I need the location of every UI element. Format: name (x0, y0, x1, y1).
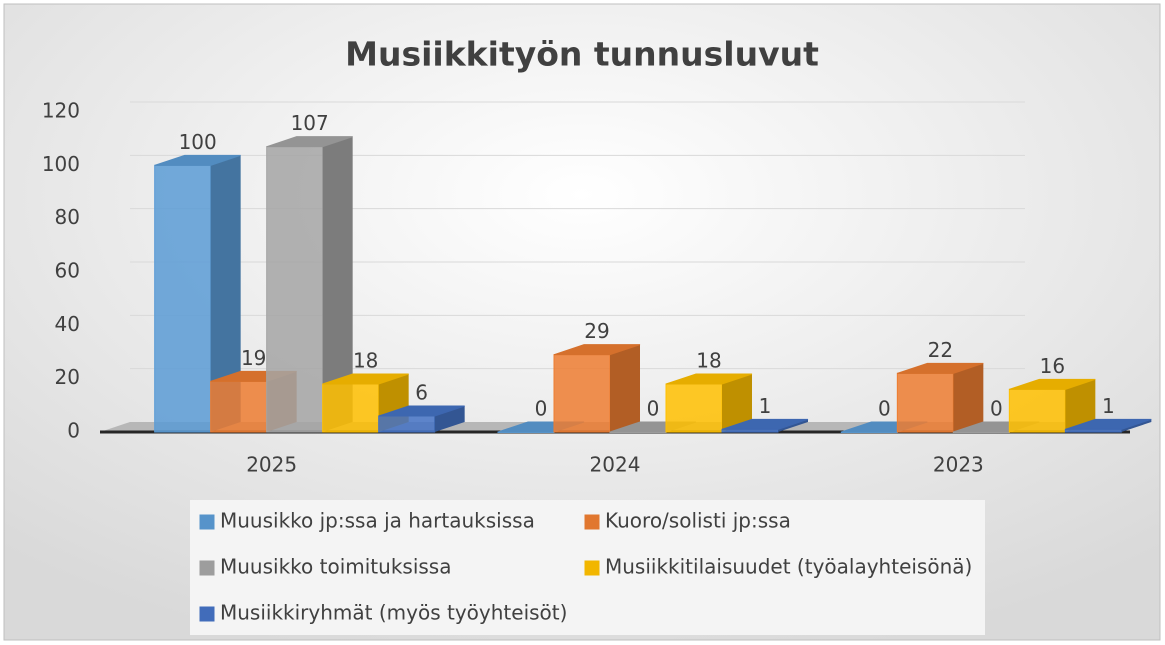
bar-side (778, 419, 808, 432)
legend-label: Muusikko jp:ssa ja hartauksissa (220, 509, 535, 533)
data-label: 0 (535, 397, 548, 421)
bar (1064, 418, 1152, 433)
legend-swatch (199, 514, 215, 530)
bar-top (897, 362, 984, 374)
bar-top (665, 373, 753, 385)
legend-label: Muusikko toimituksissa (220, 555, 451, 579)
bar-front (266, 146, 324, 433)
bar-side (1121, 419, 1152, 432)
bar-side (722, 374, 752, 432)
bar-side (953, 363, 984, 432)
bar-side (210, 155, 241, 433)
data-label: 1 (1102, 394, 1115, 418)
data-label: 18 (353, 349, 378, 373)
y-tick-label: 120 (42, 99, 80, 123)
bar-top (154, 154, 241, 166)
bar-side (1065, 379, 1096, 432)
bar-front (378, 415, 436, 433)
data-label: 0 (878, 397, 891, 421)
bar-front (154, 164, 212, 433)
bar (378, 405, 465, 433)
bar-top (721, 418, 809, 430)
y-tick-label: 80 (55, 205, 80, 229)
legend-label: Musiikkiryhmät (myös työyhteisöt) (220, 601, 567, 625)
legend-label: Musiikkitilaisuudet (työalayhteisönä) (605, 555, 972, 579)
legend-swatch (199, 560, 215, 576)
bar-top (266, 136, 353, 148)
y-tick-label: 60 (55, 259, 80, 283)
bar-front (322, 383, 380, 433)
bar (154, 154, 241, 433)
bar-side (610, 344, 640, 432)
data-label: 19 (241, 346, 266, 370)
bar-top (378, 405, 465, 417)
bar (896, 362, 984, 433)
bar (1008, 378, 1096, 433)
bar-front (896, 372, 954, 433)
data-label: 0 (990, 397, 1003, 421)
data-label: 16 (1040, 354, 1065, 378)
data-label: 100 (179, 130, 217, 154)
x-tick-label: 2024 (590, 453, 641, 477)
data-label: 22 (928, 338, 953, 362)
y-tick-label: 0 (67, 419, 80, 443)
legend-label: Kuoro/solisti jp:ssa (605, 509, 791, 533)
bar-side (434, 406, 465, 432)
bar (553, 344, 641, 433)
bar-front (553, 354, 611, 433)
bar-top (1009, 378, 1096, 390)
chart-title: Musiikkityön tunnusluvut (345, 35, 819, 74)
x-tick-label: 2025 (246, 453, 297, 477)
y-tick-label: 40 (55, 312, 80, 336)
bar-front (665, 383, 723, 433)
legend-swatch (584, 560, 600, 576)
bar (721, 418, 809, 433)
x-tick-label: 2023 (933, 453, 984, 477)
data-label: 0 (647, 397, 660, 421)
bar (266, 136, 353, 433)
legend-swatch (584, 514, 600, 530)
bar-front (1008, 388, 1066, 433)
data-label: 29 (584, 319, 609, 343)
data-label: 18 (696, 349, 721, 373)
bar-top (553, 344, 641, 356)
bar-top (322, 373, 409, 385)
bar (665, 373, 753, 433)
y-tick-label: 20 (55, 365, 80, 389)
bar-side (322, 136, 353, 432)
y-tick-label: 100 (42, 152, 80, 176)
bar-top (1065, 418, 1152, 430)
data-label: 107 (291, 111, 329, 135)
data-label: 1 (759, 394, 772, 418)
legend-swatch (199, 606, 215, 622)
bar-front (210, 380, 268, 433)
data-label: 6 (415, 381, 428, 405)
